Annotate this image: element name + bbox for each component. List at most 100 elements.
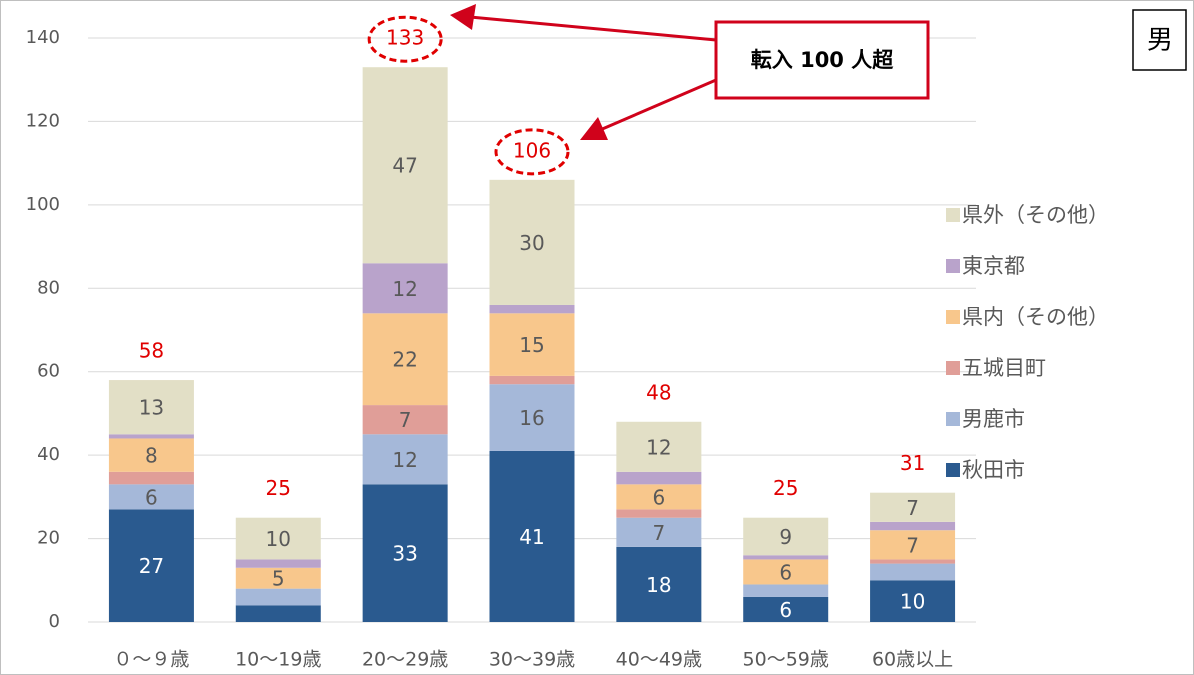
bar-segment bbox=[108, 380, 194, 435]
x-tick-label: 30～39歳 bbox=[489, 649, 575, 671]
y-tick-label: 40 bbox=[37, 444, 60, 465]
x-tick-label: ０～９歳 bbox=[113, 649, 189, 671]
bar-segment bbox=[108, 471, 194, 485]
highlight-circle bbox=[494, 128, 570, 176]
bar-segment bbox=[870, 563, 956, 581]
bar-segment bbox=[362, 263, 448, 314]
bar-segment bbox=[743, 584, 829, 597]
bar-segment bbox=[235, 517, 321, 560]
bar-segment bbox=[743, 517, 829, 556]
corner-label: 男 bbox=[1147, 26, 1173, 56]
segment-label: 6 bbox=[145, 485, 158, 509]
y-tick-label: 60 bbox=[37, 361, 60, 382]
x-tick-label: 20～29歳 bbox=[362, 649, 448, 671]
segment-label: 12 bbox=[646, 435, 671, 459]
bar-segment bbox=[870, 580, 956, 622]
segment-label: 15 bbox=[519, 333, 544, 357]
total-label: 48 bbox=[646, 380, 671, 404]
bar-segment bbox=[743, 559, 829, 585]
bar-segment bbox=[489, 384, 575, 451]
segment-label: 10 bbox=[900, 590, 925, 614]
bar-segment bbox=[743, 596, 829, 622]
y-tick-label: 0 bbox=[49, 611, 60, 632]
legend-swatch bbox=[946, 361, 960, 375]
legend-swatch bbox=[946, 310, 960, 324]
bar-segment bbox=[489, 179, 575, 305]
bar-segment bbox=[870, 530, 956, 560]
segment-label: 13 bbox=[139, 396, 164, 420]
segment-label: 27 bbox=[139, 554, 164, 578]
segment-label: 7 bbox=[906, 533, 919, 557]
bar-segment bbox=[489, 375, 575, 385]
segment-label: 47 bbox=[392, 154, 417, 178]
segment-label: 18 bbox=[646, 573, 671, 597]
legend-label: 東京都 bbox=[962, 254, 1025, 278]
legend-swatch bbox=[946, 259, 960, 273]
legend-label: 県外（その他） bbox=[962, 203, 1109, 227]
bar-segment bbox=[108, 509, 194, 622]
y-tick-label: 100 bbox=[26, 194, 60, 215]
arrow bbox=[469, 15, 717, 42]
legend-label: 男鹿市 bbox=[962, 407, 1025, 431]
segment-label: 16 bbox=[519, 406, 544, 430]
bar-segment bbox=[616, 471, 702, 485]
total-label: 25 bbox=[773, 476, 798, 500]
highlight-circle bbox=[367, 15, 443, 63]
legend-swatch bbox=[946, 208, 960, 222]
bar-segment bbox=[362, 434, 448, 485]
y-tick-label: 80 bbox=[37, 277, 60, 298]
y-tick-label: 20 bbox=[37, 528, 60, 549]
segment-label: 6 bbox=[779, 598, 792, 622]
bar-segment bbox=[235, 588, 321, 606]
bar-segment bbox=[235, 605, 321, 622]
segment-label: 8 bbox=[145, 444, 158, 468]
segment-label: 9 bbox=[779, 525, 792, 549]
bar-segment bbox=[362, 405, 448, 435]
bar-segment bbox=[108, 484, 194, 510]
bar-segment bbox=[743, 555, 829, 560]
segment-label: 41 bbox=[519, 525, 544, 549]
arrowhead bbox=[580, 117, 608, 140]
segment-label: 7 bbox=[906, 496, 919, 520]
legend-label: 県内（その他） bbox=[962, 305, 1109, 329]
arrowhead bbox=[450, 4, 476, 30]
segment-label: 7 bbox=[652, 521, 665, 545]
x-tick-label: 10～19歳 bbox=[235, 649, 321, 671]
legend-label: 秋田市 bbox=[962, 458, 1025, 482]
x-tick-label: 40～49歳 bbox=[616, 649, 702, 671]
bar-segment bbox=[108, 434, 194, 439]
bar-segment bbox=[616, 517, 702, 547]
corner-box bbox=[1132, 9, 1187, 71]
total-label: 31 bbox=[900, 451, 925, 475]
bar-segment bbox=[616, 509, 702, 518]
total-label: 133 bbox=[386, 26, 424, 50]
segment-label: 30 bbox=[519, 231, 544, 255]
y-tick-label: 140 bbox=[26, 27, 60, 48]
total-label: 58 bbox=[139, 339, 164, 363]
segment-label: 12 bbox=[392, 277, 417, 301]
arrow bbox=[599, 78, 717, 132]
bar-segment bbox=[489, 304, 575, 314]
bar-segment bbox=[616, 484, 702, 510]
bar-segment bbox=[235, 567, 321, 589]
bar-segment bbox=[362, 67, 448, 264]
total-label: 25 bbox=[266, 476, 291, 500]
bar-segment bbox=[489, 313, 575, 376]
segment-label: 22 bbox=[392, 348, 417, 372]
total-label: 106 bbox=[513, 138, 551, 162]
bar-segment bbox=[870, 492, 956, 522]
segment-label: 6 bbox=[779, 560, 792, 584]
legend-swatch bbox=[946, 463, 960, 477]
bar-segment bbox=[362, 313, 448, 406]
segment-label: 10 bbox=[266, 527, 291, 551]
bar-segment bbox=[108, 438, 194, 472]
segment-label: 6 bbox=[652, 485, 665, 509]
legend-swatch bbox=[946, 412, 960, 426]
x-tick-label: 50～59歳 bbox=[743, 649, 829, 671]
segment-label: 33 bbox=[392, 542, 417, 566]
bar-segment bbox=[616, 421, 702, 472]
annotation-group: 転入 100 人超 bbox=[450, 4, 930, 140]
annotation-text: 転入 100 人超 bbox=[751, 48, 894, 72]
